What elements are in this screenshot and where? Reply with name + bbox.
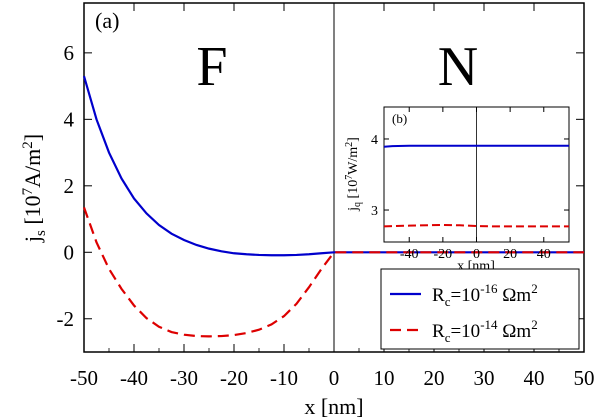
legend-2-pre: =10 bbox=[450, 321, 480, 342]
x-tick-label: -50 bbox=[70, 366, 98, 390]
legend-1-exp2: 2 bbox=[531, 281, 538, 296]
legend-1-exp: -16 bbox=[480, 281, 498, 296]
x-tick-label: 30 bbox=[474, 366, 495, 390]
inset-y-axis-label: jq [107W/m2] bbox=[344, 137, 363, 212]
region-label-f: F bbox=[196, 36, 227, 98]
legend-2-exp: -14 bbox=[480, 317, 498, 332]
x-tick-label: -20 bbox=[220, 366, 248, 390]
legend-2-post: Ωm bbox=[498, 321, 532, 342]
inset-ticks: -40 -20 0 20 40 3 4 bbox=[371, 107, 569, 262]
y-tick-label: 2 bbox=[64, 174, 75, 198]
panel-label-b: (b) bbox=[392, 111, 407, 126]
x-tick-label: -30 bbox=[170, 366, 198, 390]
y-tick-label: 6 bbox=[64, 41, 75, 65]
main-y-axis-label: js [107A/m2] bbox=[20, 134, 49, 243]
y-tick-label: -2 bbox=[57, 307, 75, 331]
main-y-label-base: j bbox=[20, 236, 45, 243]
main-series-2-line bbox=[82, 207, 584, 338]
x-tick-label: 20 bbox=[424, 366, 445, 390]
x-tick-label: -20 bbox=[434, 247, 453, 262]
x-tick-label: 50 bbox=[574, 366, 595, 390]
legend-label-series-1: Rc=10-16 Ωm2 bbox=[432, 281, 538, 309]
panel-label-a: (a) bbox=[95, 8, 119, 33]
main-series bbox=[82, 75, 584, 338]
inset-y-label-sub: q bbox=[352, 202, 363, 207]
inset-y-label-base: j bbox=[346, 207, 361, 212]
legend-box bbox=[380, 268, 580, 350]
legend-1-sub: c bbox=[445, 294, 451, 309]
legend-2-sub: c bbox=[445, 330, 451, 345]
legend-1-base: R bbox=[432, 285, 445, 306]
main-x-axis-label: x [nm] bbox=[304, 394, 363, 418]
x-tick-label: 0 bbox=[329, 366, 340, 390]
legend-2-exp2: 2 bbox=[531, 317, 538, 332]
x-tick-label: -40 bbox=[120, 366, 148, 390]
legend-label-series-2: Rc=10-14 Ωm2 bbox=[432, 317, 538, 345]
region-label-n: N bbox=[438, 36, 478, 98]
legend-1-pre: =10 bbox=[450, 285, 480, 306]
y-tick-label: 4 bbox=[64, 108, 75, 132]
main-y-label-exp2: 2 bbox=[20, 141, 36, 149]
inset-y-label-mid: W/m bbox=[346, 147, 361, 175]
x-tick-label: 40 bbox=[537, 247, 551, 262]
inset-y-label-exp2: 2 bbox=[344, 142, 355, 147]
legend-1-post: Ωm bbox=[498, 285, 532, 306]
inset-y-label-exp: 7 bbox=[344, 175, 355, 180]
main-y-label-mid: A/m bbox=[20, 149, 45, 188]
inset-y-label-post: ] bbox=[346, 137, 361, 142]
x-tick-label: 20 bbox=[503, 247, 517, 262]
inset-series-2-line bbox=[383, 223, 569, 228]
main-y-label-pre: [10 bbox=[20, 195, 45, 224]
inset-series bbox=[383, 144, 569, 228]
x-tick-label: 40 bbox=[524, 366, 545, 390]
inset-series-1-line bbox=[383, 144, 569, 148]
x-tick-label: 0 bbox=[473, 247, 480, 262]
inset-y-label-pre: [10 bbox=[346, 180, 361, 199]
main-y-label-exp: 7 bbox=[20, 187, 36, 195]
y-tick-label: 0 bbox=[64, 241, 75, 265]
x-tick-label: -10 bbox=[270, 366, 298, 390]
main-y-label-post: ] bbox=[20, 134, 45, 141]
y-tick-label: 3 bbox=[371, 204, 378, 219]
legend-2-base: R bbox=[432, 321, 445, 342]
y-tick-label: 4 bbox=[371, 133, 378, 148]
x-tick-label: -40 bbox=[400, 247, 419, 262]
x-tick-label: 10 bbox=[374, 366, 395, 390]
main-y-label-sub: s bbox=[33, 230, 49, 236]
